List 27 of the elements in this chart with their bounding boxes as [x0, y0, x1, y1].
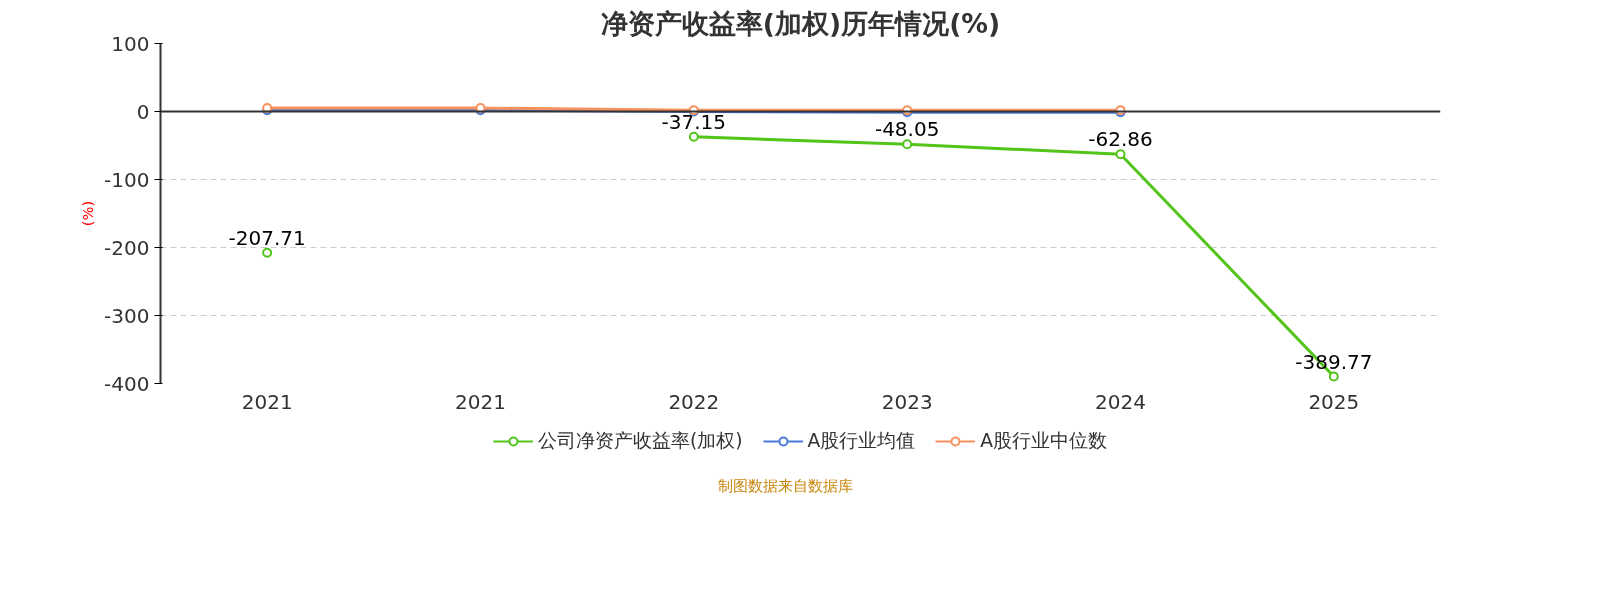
data-label: -207.71 — [228, 225, 306, 250]
chart-title: 净资产收益率(加权)历年情况(%) — [600, 7, 1001, 39]
text: 制图数据来自数据库 — [717, 476, 853, 496]
x-tick-label: 2025 — [1308, 389, 1360, 414]
x-tick-label: 2022 — [668, 389, 720, 414]
y-tick-label: -300 — [104, 303, 150, 328]
legend-label: A股行业中位数 — [980, 429, 1108, 453]
y-tick-label: -100 — [104, 167, 150, 192]
point — [902, 139, 913, 150]
x-tick-label: 2023 — [881, 389, 933, 414]
legend-label: 公司净资产收益率(加权) — [537, 429, 743, 453]
y-axis-title: (%) — [79, 200, 97, 227]
point — [262, 247, 273, 258]
x-tick-label: 2021 — [241, 389, 293, 414]
x-tick-label: 2024 — [1095, 389, 1146, 414]
y-tick-label: -400 — [104, 371, 150, 396]
data-label: -48.05 — [874, 117, 940, 142]
y-tick-label: 0 — [136, 99, 150, 124]
point — [1328, 371, 1339, 382]
legend-label: A股行业均值 — [807, 429, 916, 453]
y-tick-label: -200 — [104, 235, 150, 260]
data-label: -37.15 — [661, 109, 727, 134]
point — [1115, 149, 1126, 160]
data-label: -62.86 — [1088, 127, 1153, 152]
point — [688, 131, 699, 142]
y-tick-label: 100 — [111, 31, 150, 56]
x-tick-label: 2021 — [455, 389, 506, 414]
